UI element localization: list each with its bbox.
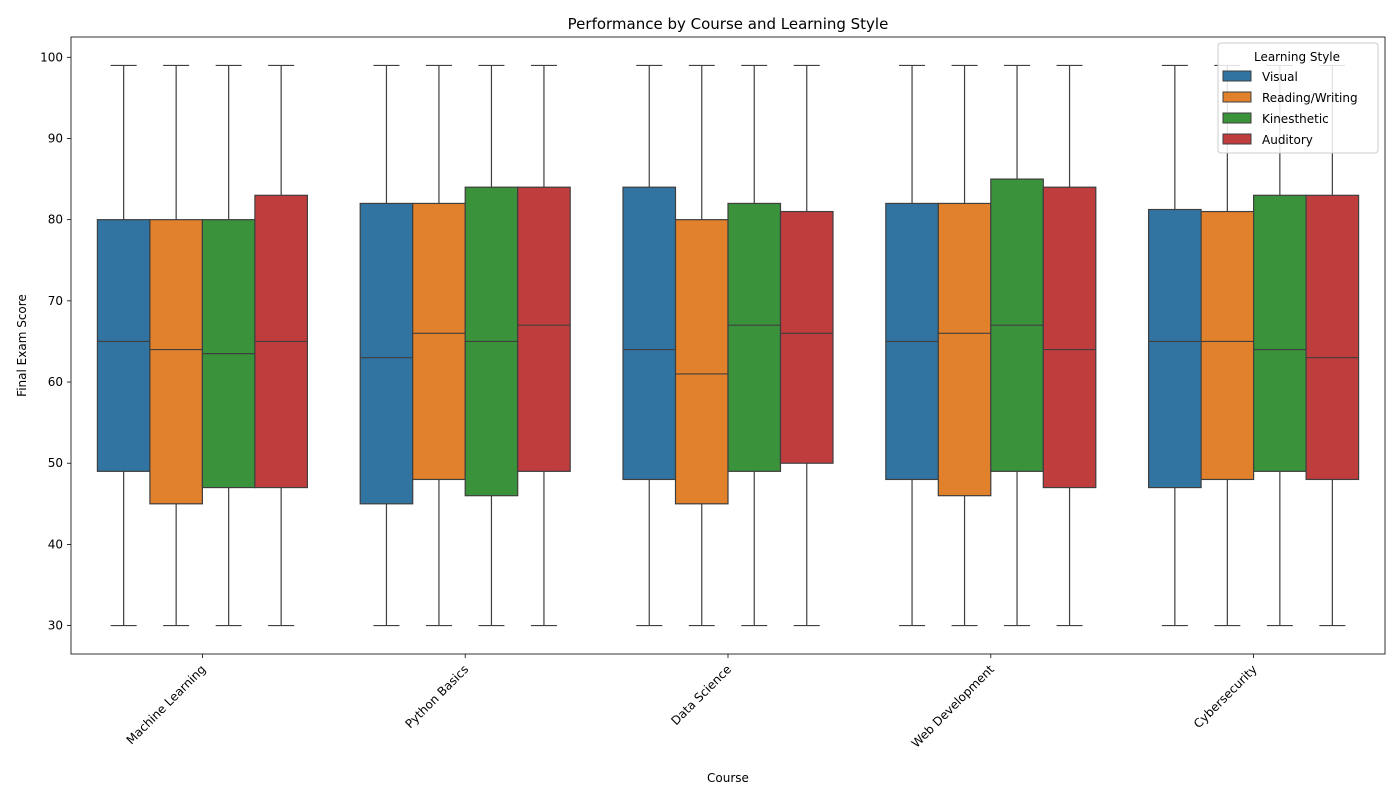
box-1-0 [359, 64, 414, 627]
y-axis-title: Final Exam Score [15, 294, 29, 397]
legend-swatch [1222, 112, 1252, 124]
iqr-box [779, 210, 834, 464]
iqr-box [1042, 186, 1097, 489]
box-0-0 [96, 64, 151, 627]
legend-item-1: Reading/Writing [1222, 91, 1358, 105]
box-2-3 [779, 64, 834, 627]
legend-label: Kinesthetic [1262, 112, 1329, 126]
x-tick-label: Python Basics [402, 662, 471, 731]
box-4-0 [1147, 64, 1202, 627]
y-tick-label: 70 [48, 294, 63, 308]
legend-swatch [1222, 70, 1252, 82]
x-axis-title: Course [707, 771, 749, 785]
plot-area [96, 64, 1360, 627]
box-2-1 [674, 64, 729, 627]
y-tick-label: 40 [48, 537, 63, 551]
iqr-box [727, 202, 782, 472]
iqr-box [96, 219, 151, 472]
legend-swatch [1222, 91, 1252, 103]
y-tick-label: 50 [48, 456, 63, 470]
x-axis: Machine Learning Python Basics Data Scienc… [124, 654, 1260, 750]
legend-item-2: Kinesthetic [1222, 112, 1329, 126]
y-tick-label: 90 [48, 131, 63, 145]
iqr-box [359, 202, 414, 505]
y-tick-label: 30 [48, 619, 63, 633]
box-3-1 [937, 64, 992, 627]
legend-items: Visual Reading/Writing Kinesthetic Auditory [1222, 70, 1358, 147]
iqr-box [674, 219, 729, 505]
legend-label: Auditory [1262, 133, 1313, 147]
legend-item-0: Visual [1222, 70, 1298, 84]
plot-frame [70, 36, 1386, 655]
x-tick-label: Machine Learning [124, 662, 209, 747]
iqr-box [1200, 210, 1255, 481]
box-2-0 [622, 64, 677, 627]
box-4-1 [1200, 64, 1255, 627]
chart-title: Performance by Course and Learning Style [568, 15, 889, 33]
legend-label: Visual [1262, 70, 1298, 84]
iqr-box [149, 219, 203, 505]
legend-frame [1217, 42, 1379, 154]
legend-label: Reading/Writing [1262, 91, 1358, 105]
box-3-0 [885, 64, 939, 627]
box-3-2 [990, 64, 1044, 627]
x-tick-label: Web Development [909, 662, 997, 750]
iqr-box [622, 186, 677, 481]
box-0-1 [149, 64, 203, 627]
iqr-box [937, 202, 992, 497]
box-3-3 [1042, 64, 1097, 627]
legend: Learning Style Visual Reading/Writing Kine… [1217, 42, 1379, 154]
iqr-box [1147, 208, 1202, 489]
y-axis: 30 40 50 60 70 80 90 100 [40, 50, 71, 633]
box-0-2 [201, 64, 256, 627]
iqr-box [517, 186, 571, 472]
x-tick-label: Data Science [668, 662, 734, 728]
box-0-3 [254, 64, 308, 627]
box-1-2 [464, 64, 519, 627]
iqr-box [1252, 194, 1307, 472]
iqr-box [1305, 194, 1360, 481]
legend-item-3: Auditory [1222, 133, 1313, 147]
y-tick-label: 60 [48, 375, 63, 389]
legend-swatch [1222, 133, 1252, 145]
series-1 [149, 64, 1255, 627]
y-tick-label: 80 [48, 213, 63, 227]
x-tick-label: Cybersecurity [1191, 662, 1260, 731]
y-tick-label: 100 [40, 50, 63, 64]
box-2-2 [727, 64, 782, 627]
series-0 [96, 64, 1202, 627]
box-1-3 [517, 64, 571, 627]
box-1-1 [412, 64, 466, 627]
legend-title: Learning Style [1254, 50, 1340, 64]
iqr-box [412, 202, 466, 481]
